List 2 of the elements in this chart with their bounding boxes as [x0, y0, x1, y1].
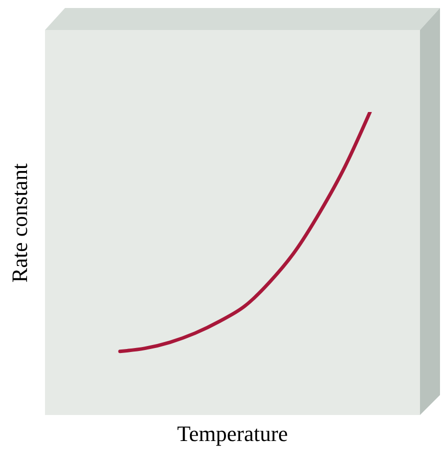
y-axis-title: Rate constant — [7, 162, 33, 282]
x-axis-title: Temperature — [176, 421, 289, 447]
